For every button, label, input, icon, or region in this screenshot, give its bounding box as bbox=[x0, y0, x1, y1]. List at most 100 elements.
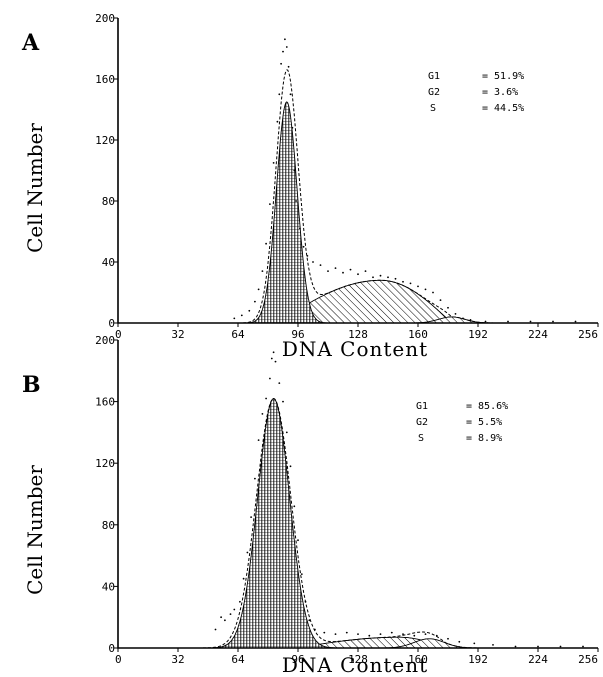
data-point bbox=[304, 600, 307, 603]
y-tick-label: 40 bbox=[102, 580, 115, 593]
x-axis-label: DNA Content bbox=[282, 337, 428, 361]
data-point bbox=[285, 46, 288, 48]
stat-g2-value: = 3.6% bbox=[482, 87, 518, 98]
data-point bbox=[246, 551, 249, 554]
data-point bbox=[265, 397, 267, 400]
data-point bbox=[413, 634, 416, 637]
x-tick-label: 0 bbox=[115, 328, 122, 341]
data-point bbox=[484, 320, 487, 323]
data-point bbox=[368, 634, 371, 637]
data-point bbox=[270, 357, 273, 360]
data-point bbox=[261, 270, 264, 272]
stat-s-value: = 8.9% bbox=[466, 433, 502, 444]
data-point bbox=[278, 93, 281, 96]
stat-g1-label: G1 bbox=[416, 401, 428, 412]
x-tick-label: 128 bbox=[348, 328, 368, 341]
x-tick-label: 224 bbox=[528, 653, 548, 666]
data-point bbox=[435, 634, 438, 637]
data-point bbox=[345, 631, 348, 634]
data-point bbox=[432, 291, 434, 294]
x-axis-label: DNA Content bbox=[282, 653, 428, 677]
data-point bbox=[357, 273, 359, 276]
data-point bbox=[424, 288, 427, 291]
data-point bbox=[458, 640, 461, 643]
data-point bbox=[272, 162, 275, 164]
data-point bbox=[285, 431, 288, 434]
data-point bbox=[574, 320, 577, 323]
y-tick-label: 120 bbox=[95, 134, 115, 147]
data-point bbox=[240, 314, 243, 317]
y-tick-label: 80 bbox=[102, 195, 115, 208]
data-point bbox=[323, 631, 326, 634]
data-point bbox=[276, 120, 279, 123]
data-point bbox=[295, 200, 297, 202]
x-tick-label: 256 bbox=[578, 328, 598, 341]
data-point bbox=[269, 203, 271, 206]
data-point bbox=[334, 267, 337, 269]
y-tick-label: 160 bbox=[95, 396, 115, 409]
data-point bbox=[250, 516, 253, 518]
panel-a: A Cell Number DNA Content 0 40 80 120 160 200… bbox=[21, 12, 599, 361]
panel-b: B Cell Number DNA Content 0 40 80 120 160 200… bbox=[22, 334, 599, 677]
data-point bbox=[261, 413, 264, 415]
data-point bbox=[529, 320, 532, 323]
phase-stats: G1 = 51.9% G2 = 3.6% S = 44.5% bbox=[428, 71, 524, 114]
stat-g1-label: G1 bbox=[428, 71, 440, 82]
data-point bbox=[278, 382, 281, 384]
panel-label: B bbox=[22, 372, 41, 398]
x-tick-label: 192 bbox=[468, 653, 488, 666]
stat-g1-value: = 85.6% bbox=[466, 401, 508, 412]
data-point bbox=[289, 465, 292, 468]
data-point bbox=[302, 245, 305, 248]
x-tick-label: 64 bbox=[231, 653, 245, 666]
data-point bbox=[394, 277, 397, 280]
data-point bbox=[319, 264, 322, 266]
panel-label: A bbox=[21, 30, 40, 56]
x-tick-label: 96 bbox=[291, 328, 304, 341]
data-point bbox=[379, 274, 382, 277]
y-axis-label: Cell Number bbox=[23, 465, 47, 595]
data-point bbox=[269, 377, 271, 380]
y-tick-label: 0 bbox=[108, 317, 115, 330]
y-axis-label: Cell Number bbox=[23, 123, 47, 253]
stat-g2-label: G2 bbox=[416, 417, 428, 428]
y-tick-label: 200 bbox=[95, 334, 115, 347]
histogram: 0 40 80 120 160 200 0 32 64 96 128 160 192 224 256 bbox=[95, 12, 599, 341]
data-point bbox=[314, 628, 316, 631]
phase-stats: G1 = 85.6% G2 = 5.5% S = 8.9% bbox=[416, 401, 508, 444]
model-envelope-line bbox=[193, 69, 568, 324]
data-point bbox=[284, 38, 286, 41]
data-point bbox=[293, 169, 296, 172]
data-point bbox=[379, 633, 382, 635]
data-point bbox=[424, 633, 427, 635]
data-point bbox=[306, 255, 309, 257]
data-point bbox=[492, 644, 494, 646]
data-point bbox=[233, 608, 236, 611]
data-point bbox=[291, 126, 294, 129]
data-point bbox=[282, 50, 284, 53]
y-tick-label: 80 bbox=[102, 519, 115, 532]
data-point bbox=[297, 539, 299, 542]
data-point bbox=[507, 320, 509, 323]
data-point bbox=[239, 600, 241, 603]
data-point bbox=[439, 299, 442, 301]
data-point bbox=[220, 616, 223, 619]
data-point bbox=[312, 261, 314, 263]
stat-s-label: S bbox=[430, 103, 436, 114]
x-tick-label: 32 bbox=[171, 328, 184, 341]
data-point bbox=[582, 645, 584, 648]
data-point bbox=[409, 282, 412, 285]
data-point bbox=[390, 631, 393, 634]
stat-s-label: S bbox=[418, 433, 424, 444]
data-point bbox=[299, 227, 301, 230]
data-point bbox=[229, 613, 232, 615]
y-tick-label: 160 bbox=[95, 73, 115, 86]
data-point bbox=[537, 645, 539, 648]
s-phase-area bbox=[193, 279, 550, 324]
data-point bbox=[300, 573, 303, 575]
stat-g2-value: = 5.5% bbox=[466, 417, 502, 428]
data-point bbox=[417, 285, 419, 288]
data-point bbox=[462, 317, 464, 320]
data-point bbox=[327, 270, 329, 272]
